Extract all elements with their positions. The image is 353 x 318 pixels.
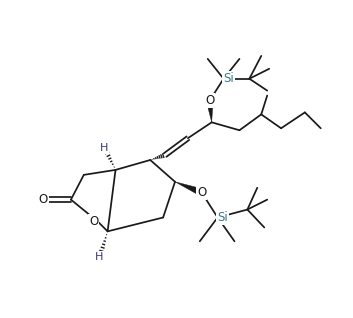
Text: O: O bbox=[89, 215, 98, 228]
Polygon shape bbox=[206, 100, 213, 122]
Text: O: O bbox=[197, 186, 207, 199]
Polygon shape bbox=[175, 182, 201, 195]
Text: H: H bbox=[95, 252, 103, 262]
Text: O: O bbox=[205, 94, 214, 107]
Text: H: H bbox=[100, 143, 108, 153]
Text: Si: Si bbox=[217, 211, 228, 224]
Text: Si: Si bbox=[223, 72, 234, 85]
Text: O: O bbox=[38, 193, 48, 206]
